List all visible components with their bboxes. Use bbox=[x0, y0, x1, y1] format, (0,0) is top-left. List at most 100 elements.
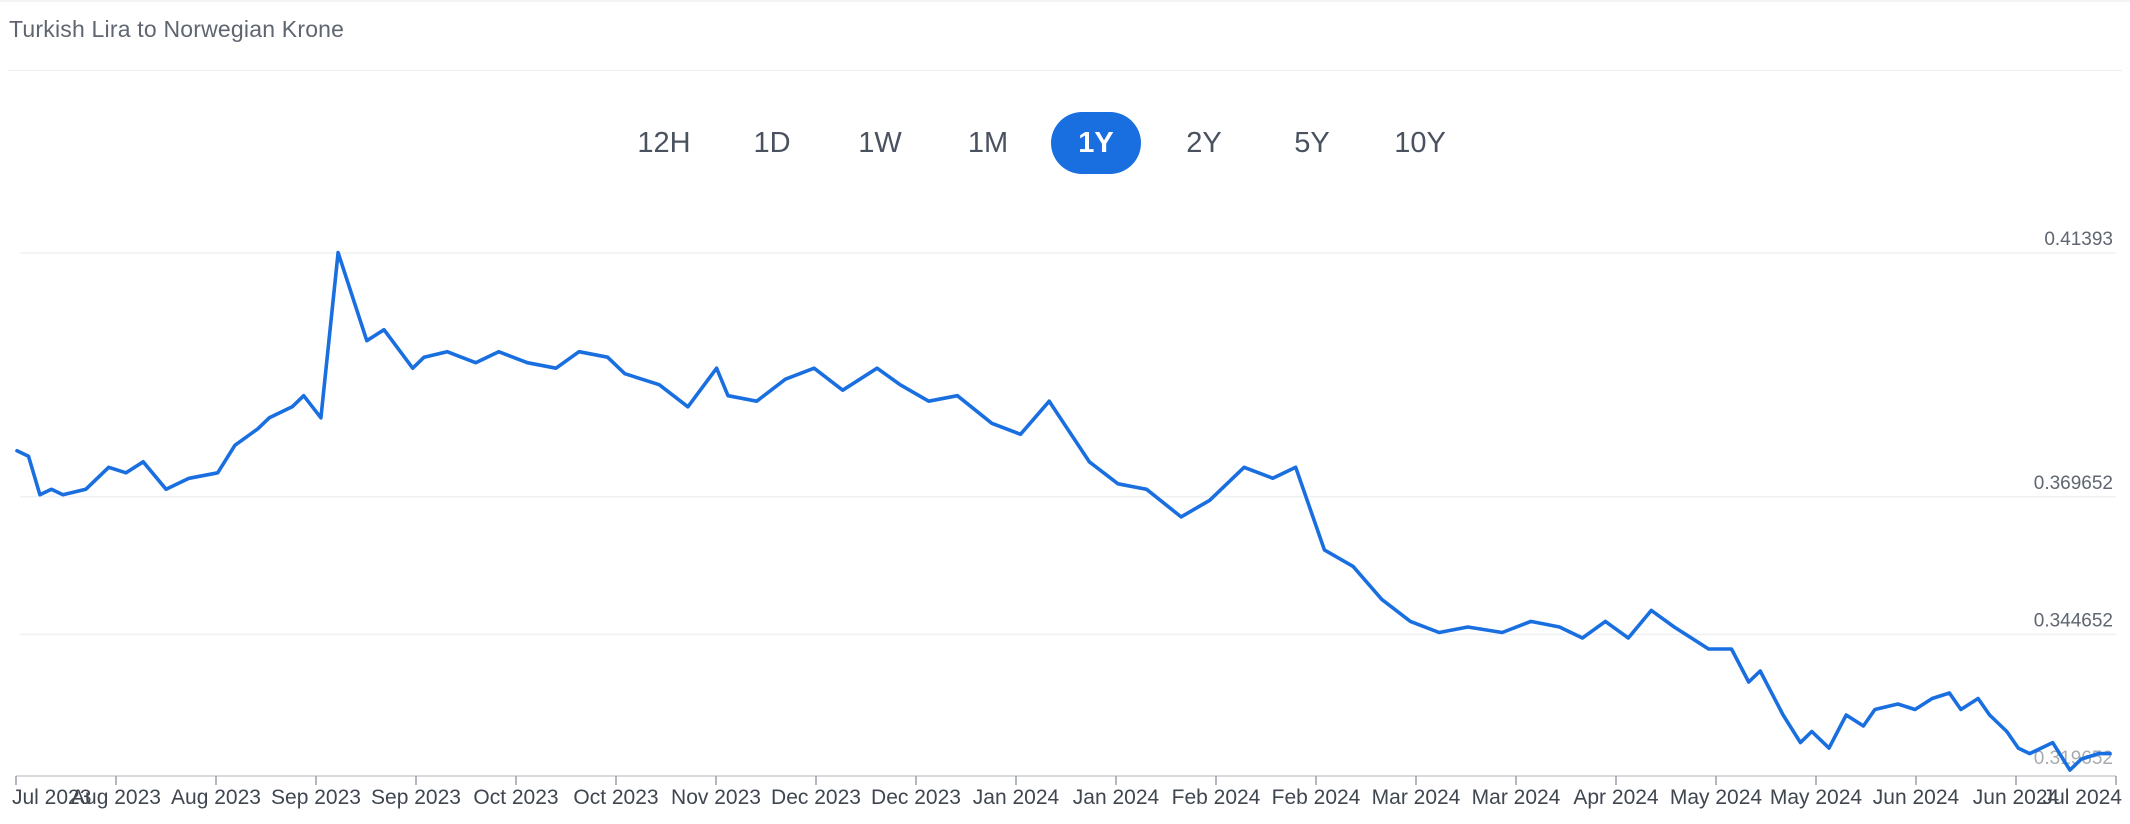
data-point bbox=[1293, 464, 1299, 470]
data-point bbox=[553, 365, 559, 371]
data-point bbox=[1115, 481, 1121, 487]
data-point bbox=[1465, 624, 1471, 630]
data-point bbox=[255, 426, 261, 432]
data-point bbox=[874, 365, 880, 371]
data-point bbox=[83, 486, 89, 492]
data-point bbox=[1860, 723, 1866, 729]
data-point bbox=[14, 448, 20, 454]
data-point bbox=[622, 371, 628, 377]
data-point bbox=[1499, 630, 1505, 636]
x-tick-label: Aug 2023 bbox=[71, 786, 161, 809]
data-point bbox=[1379, 596, 1385, 602]
y-tick-label: 0.344652 bbox=[2034, 610, 2113, 631]
data-point bbox=[444, 349, 450, 355]
x-tick-label: Mar 2024 bbox=[1472, 786, 1561, 809]
data-point bbox=[215, 470, 221, 476]
x-tick-label: Oct 2023 bbox=[473, 786, 558, 809]
data-point bbox=[1144, 486, 1150, 492]
data-point bbox=[232, 442, 238, 448]
range-button-1w[interactable]: 1W bbox=[835, 112, 925, 174]
data-point bbox=[473, 360, 479, 366]
data-point bbox=[989, 420, 995, 426]
data-point bbox=[714, 365, 720, 371]
data-point bbox=[1178, 514, 1184, 520]
data-point bbox=[60, 492, 66, 498]
data-point bbox=[381, 327, 387, 333]
data-point bbox=[2015, 745, 2021, 751]
data-point bbox=[1086, 459, 1092, 465]
x-tick-label: Apr 2024 bbox=[1573, 786, 1659, 809]
data-point bbox=[811, 365, 817, 371]
data-point bbox=[1826, 745, 1832, 751]
data-point bbox=[1958, 707, 1964, 713]
data-point bbox=[1912, 707, 1918, 713]
range-button-10y[interactable]: 10Y bbox=[1375, 112, 1465, 174]
data-point bbox=[1350, 563, 1356, 569]
x-tick-label: Jul 2023 bbox=[12, 786, 91, 809]
data-point bbox=[1671, 624, 1677, 630]
data-point bbox=[2096, 751, 2102, 757]
x-tick-label: Feb 2024 bbox=[1272, 786, 1361, 809]
data-point bbox=[1207, 497, 1213, 503]
data-point bbox=[123, 470, 129, 476]
data-point bbox=[301, 393, 307, 399]
range-button-12h[interactable]: 12H bbox=[619, 112, 709, 174]
x-tick-label: Mar 2024 bbox=[1372, 786, 1461, 809]
y-tick-label: 0.369652 bbox=[2034, 473, 2113, 494]
data-point bbox=[1557, 624, 1563, 630]
x-tick-label: Sep 2023 bbox=[371, 786, 461, 809]
data-point bbox=[1270, 475, 1276, 481]
range-button-1d[interactable]: 1D bbox=[727, 112, 817, 174]
data-point bbox=[1706, 646, 1712, 652]
header-divider bbox=[8, 70, 2122, 71]
top-border bbox=[0, 0, 2130, 2]
data-point bbox=[1241, 464, 1247, 470]
data-point bbox=[37, 492, 43, 498]
data-point bbox=[48, 486, 54, 492]
range-button-1y[interactable]: 1Y bbox=[1051, 112, 1141, 174]
data-point bbox=[410, 365, 416, 371]
data-point bbox=[163, 486, 169, 492]
data-point bbox=[1843, 712, 1849, 718]
data-point bbox=[421, 354, 427, 360]
data-point bbox=[106, 464, 112, 470]
x-tick-label: Jun 2024 bbox=[1873, 786, 1960, 809]
x-tick-label: Feb 2024 bbox=[1172, 786, 1261, 809]
data-point bbox=[364, 338, 370, 344]
data-point bbox=[605, 354, 611, 360]
data-point bbox=[2067, 767, 2073, 773]
y-tick-label: 0.319652 bbox=[2034, 748, 2113, 769]
data-point bbox=[1321, 547, 1327, 553]
data-point bbox=[1625, 635, 1631, 641]
range-button-2y[interactable]: 2Y bbox=[1159, 112, 1249, 174]
data-point bbox=[1929, 696, 1935, 702]
series-line bbox=[15, 250, 2112, 772]
data-point bbox=[1872, 707, 1878, 713]
data-point bbox=[840, 387, 846, 393]
data-point bbox=[2050, 740, 2056, 746]
data-point bbox=[1746, 679, 1752, 685]
data-point bbox=[2078, 756, 2084, 762]
x-tick-label: Aug 2023 bbox=[171, 786, 261, 809]
data-point bbox=[2027, 751, 2033, 757]
data-point bbox=[576, 349, 582, 355]
x-tick-label: Oct 2023 bbox=[573, 786, 658, 809]
x-tick-label: Sep 2023 bbox=[271, 786, 361, 809]
x-tick-label: Jan 2024 bbox=[1073, 786, 1160, 809]
data-point bbox=[1528, 618, 1534, 624]
data-point bbox=[1648, 607, 1654, 613]
data-point bbox=[1975, 696, 1981, 702]
range-button-1m[interactable]: 1M bbox=[943, 112, 1033, 174]
data-point bbox=[1579, 635, 1585, 641]
data-point bbox=[524, 360, 530, 366]
data-point bbox=[26, 453, 32, 459]
data-point bbox=[754, 398, 760, 404]
data-point bbox=[1018, 431, 1024, 437]
data-point bbox=[2004, 729, 2010, 735]
data-point bbox=[318, 415, 324, 421]
range-button-5y[interactable]: 5Y bbox=[1267, 112, 1357, 174]
data-point bbox=[1436, 630, 1442, 636]
y-tick-label: 0.41393 bbox=[2044, 229, 2113, 250]
